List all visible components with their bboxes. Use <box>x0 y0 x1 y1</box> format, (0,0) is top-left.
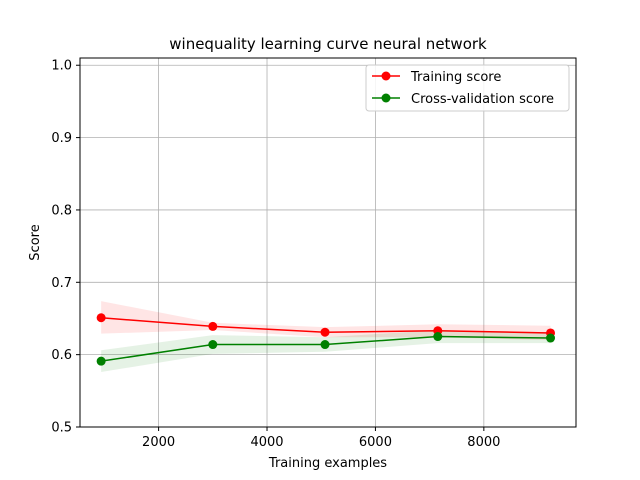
legend-label-cv: Cross-validation score <box>411 92 554 107</box>
cv-score-point <box>546 333 556 343</box>
training-score-point <box>96 313 106 323</box>
x-axis-label: Training examples <box>268 456 387 471</box>
y-tick-label: 0.6 <box>51 348 72 363</box>
axis-ticks: 2000 4000 6000 8000 0.5 0.6 0.7 0.8 0.9 1.0 <box>51 59 500 450</box>
legend-swatch-training-marker <box>381 71 391 81</box>
x-tick-label: 6000 <box>359 435 392 450</box>
training-score-point <box>208 321 218 331</box>
legend: Training score Cross-validation score <box>365 64 570 112</box>
y-axis-label: Score <box>28 224 43 260</box>
training-score-point <box>320 327 330 337</box>
legend-swatch-cv-marker <box>381 93 391 103</box>
chart-title: winequality learning curve neural networ… <box>169 35 487 53</box>
cv-score-point <box>96 356 106 366</box>
y-tick-label: 0.9 <box>51 131 72 146</box>
legend-label-training: Training score <box>410 70 501 85</box>
y-tick-label: 0.7 <box>51 276 72 291</box>
plot-area-frame <box>79 57 577 428</box>
x-tick-label: 4000 <box>250 435 283 450</box>
y-tick-label: 0.5 <box>51 421 72 436</box>
cv-score-point <box>320 340 330 350</box>
x-tick-label: 8000 <box>467 435 500 450</box>
y-tick-label: 1.0 <box>51 59 72 74</box>
legend-box <box>365 64 570 112</box>
cv-score-point <box>208 340 218 350</box>
cv-score-point <box>433 332 443 342</box>
series-points <box>96 313 556 366</box>
y-tick-label: 0.8 <box>51 203 72 218</box>
x-tick-label: 2000 <box>142 435 175 450</box>
